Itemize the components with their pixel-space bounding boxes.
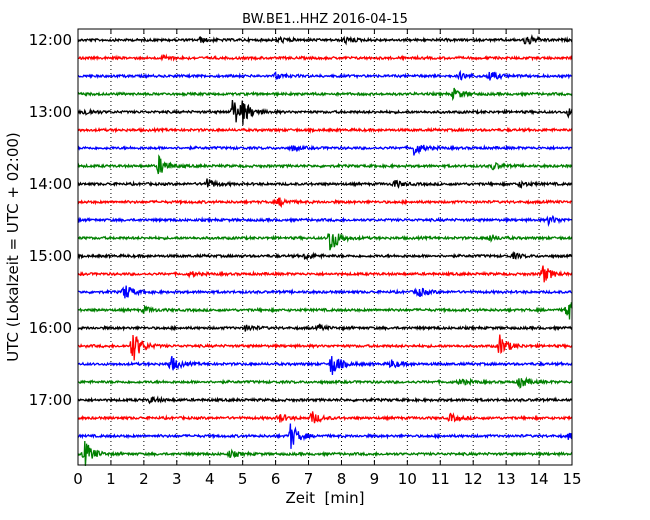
trace-1445	[77, 233, 573, 251]
trace-1600	[77, 323, 573, 332]
trace-1545	[77, 302, 573, 320]
x-tick-label: 5	[238, 470, 248, 488]
trace-1330	[77, 144, 573, 156]
y-tick-label: 17:00	[29, 391, 72, 409]
trace-1530	[77, 285, 573, 299]
y-axis-label: UTC (Lokalzeit = UTC + 02:00)	[4, 132, 22, 362]
plot-frame	[77, 28, 573, 466]
x-tick-label: 8	[337, 470, 347, 488]
trace-1230	[77, 69, 573, 81]
vertical-grid	[110, 29, 540, 465]
x-tick-label: 4	[205, 470, 215, 488]
x-tick-label: 3	[172, 470, 182, 488]
x-tick-label: 15	[562, 470, 581, 488]
trace-1215	[77, 53, 573, 62]
y-tick-label: 15:00	[29, 247, 72, 265]
x-tick-label: 9	[370, 470, 380, 488]
trace-1345	[77, 154, 573, 175]
trace-1645	[77, 376, 573, 389]
trace-1730	[77, 423, 573, 449]
x-tick-label: 6	[271, 470, 281, 488]
trace-1415	[77, 197, 573, 209]
trace-1430	[77, 214, 573, 227]
x-tick-label: 1	[106, 470, 116, 488]
trace-1200	[77, 34, 573, 46]
chart-title: BW.BE1..HHZ 2016-04-15	[242, 12, 408, 27]
trace-1615	[77, 334, 573, 361]
trace-1500	[77, 251, 573, 262]
trace-1700	[77, 395, 573, 405]
x-axis-label: Zeit [min]	[285, 489, 364, 507]
x-tick-label: 0	[73, 470, 83, 488]
y-axis: 12:00 13:00 14:00 15:00 16:00 17:00	[29, 31, 572, 409]
y-tick-label: 13:00	[29, 103, 72, 121]
x-tick-label: 13	[497, 470, 516, 488]
y-tick-label: 16:00	[29, 319, 72, 337]
x-tick-label: 7	[304, 470, 314, 488]
x-tick-label: 12	[464, 470, 483, 488]
trace-1315	[77, 126, 572, 134]
trace-1745	[77, 440, 573, 466]
trace-1400	[77, 178, 573, 190]
x-tick-label: 14	[530, 470, 549, 488]
y-tick-label: 14:00	[29, 175, 72, 193]
x-tick-label: 2	[139, 470, 149, 488]
trace-1630	[77, 355, 573, 375]
x-tick-label: 10	[398, 470, 417, 488]
x-tick-label: 11	[431, 470, 450, 488]
x-axis: 0 1 2 3 4 5 6 7 8 9 10 11 12 13 14 15	[73, 29, 582, 488]
trace-1715	[77, 411, 573, 424]
trace-1515	[77, 265, 573, 283]
trace-1245	[77, 87, 573, 102]
y-tick-label: 12:00	[29, 31, 72, 49]
trace-group	[77, 34, 573, 466]
trace-1300	[77, 100, 573, 125]
